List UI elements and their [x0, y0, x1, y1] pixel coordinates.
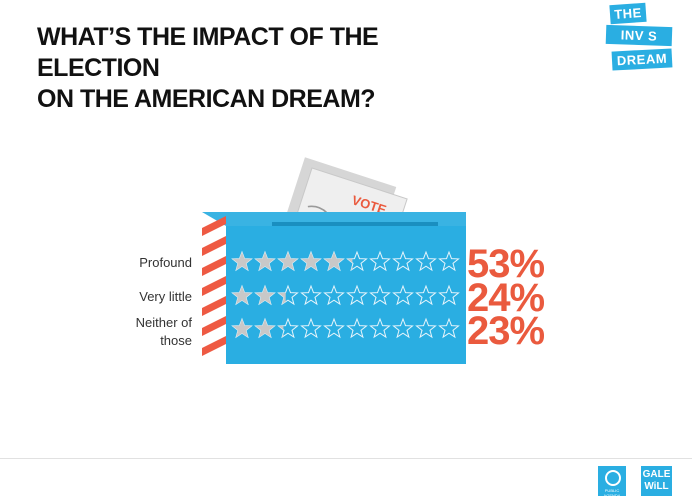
star-filled	[232, 319, 252, 338]
star-outline	[392, 317, 414, 339]
box-side-stripe	[202, 256, 226, 276]
star-filled	[347, 258, 353, 271]
category-label-1: Profound	[139, 255, 192, 270]
star-filled	[232, 252, 252, 271]
value-label-3: 23%	[467, 309, 544, 353]
bar-filled-stars	[232, 252, 353, 271]
bar-stars-3	[231, 317, 460, 339]
star-outline	[415, 317, 437, 339]
star-outline	[369, 317, 391, 339]
bar-stars-1	[231, 250, 460, 272]
star-filled	[278, 252, 298, 271]
box-side-stripe	[202, 216, 226, 236]
star-outline	[300, 317, 322, 339]
star-filled	[278, 325, 284, 338]
value-label-2: 24%	[467, 276, 544, 320]
gale-will-line-2: WiLL	[644, 481, 669, 492]
star-outline	[438, 250, 460, 272]
public-agenda-logo-text: PUBLIC AGENDA	[603, 488, 621, 498]
bar-filled-stars	[232, 319, 284, 338]
bar-filled-stars	[232, 286, 286, 305]
box-side-stripe	[202, 316, 226, 336]
star-filled	[232, 286, 252, 305]
box-side-stripe	[202, 276, 226, 296]
star-outline	[369, 250, 391, 272]
star-outline	[392, 250, 414, 272]
star-filled	[278, 292, 286, 305]
gale-will-line-1: GALE	[642, 469, 671, 480]
star-outline	[300, 284, 322, 306]
star-outline	[392, 284, 414, 306]
gale-will-logo: GALE WiLL	[641, 466, 672, 496]
star-outline	[438, 284, 460, 306]
bar-stars-2	[231, 284, 460, 306]
value-label-1: 53%	[467, 242, 544, 286]
star-filled	[255, 252, 275, 271]
box-side-stripe	[202, 336, 226, 356]
title-line-2: ON THE AMERICAN DREAM?	[37, 85, 376, 113]
star-outline	[369, 284, 391, 306]
star-filled	[255, 319, 275, 338]
public-agenda-logo: PUBLIC AGENDA	[598, 466, 626, 498]
star-outline	[346, 317, 368, 339]
star-filled	[301, 252, 321, 271]
star-filled	[255, 286, 275, 305]
star-outline	[438, 317, 460, 339]
star-filled	[324, 252, 344, 271]
star-outline	[323, 317, 345, 339]
box-side-stripe	[202, 236, 226, 256]
box-slot	[272, 222, 438, 227]
star-outline	[323, 284, 345, 306]
category-label-3: those	[160, 333, 192, 348]
box-striped-side	[202, 212, 226, 364]
category-label-2: Very little	[139, 289, 192, 304]
category-label-3: Neither of	[136, 315, 193, 330]
footer-divider	[0, 458, 692, 459]
star-outline	[346, 284, 368, 306]
title-line-1: WHAT’S THE IMPACT OF THE ELECTION	[37, 23, 379, 82]
box-side-stripe	[202, 296, 226, 316]
public-agenda-ring-icon	[605, 470, 621, 486]
chart-title: WHAT’S THE IMPACT OF THE ELECTION ON THE…	[37, 22, 507, 115]
star-outline	[415, 284, 437, 306]
star-outline	[415, 250, 437, 272]
